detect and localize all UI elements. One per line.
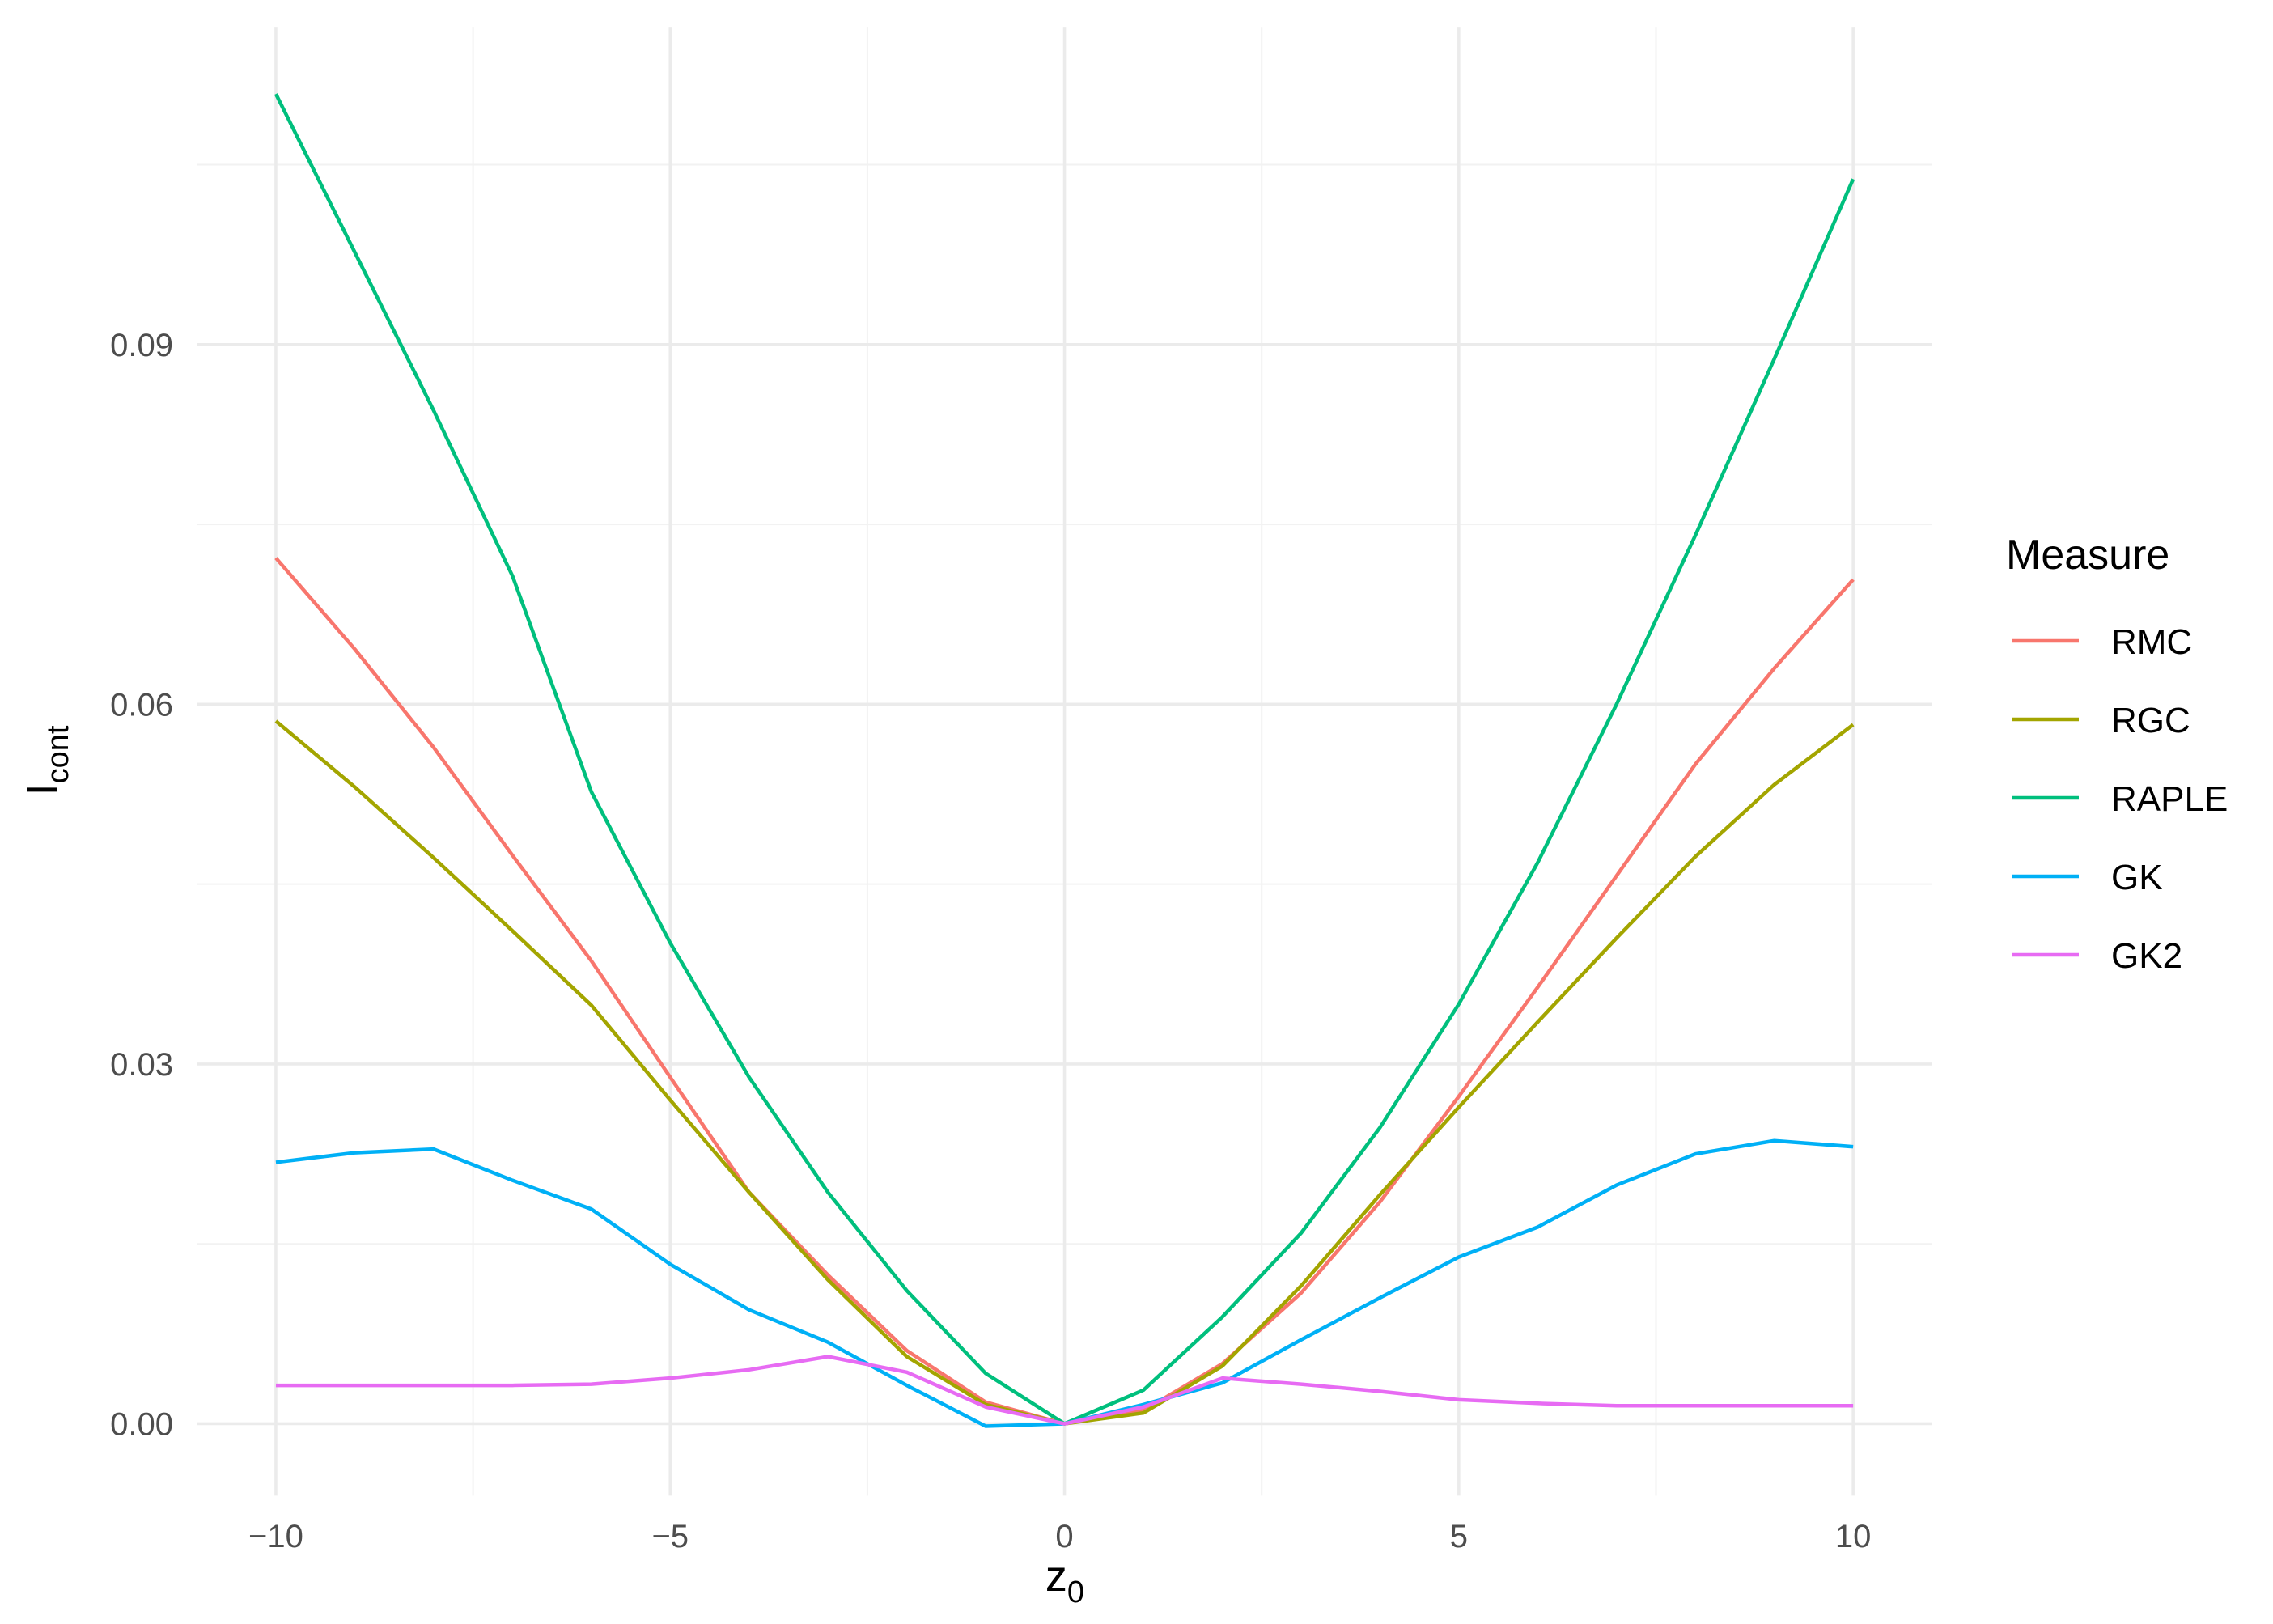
x-axis-title-subscript: 0 xyxy=(1067,1575,1084,1609)
y-axis-title: Icont xyxy=(18,725,75,795)
y-tick-label: 0.09 xyxy=(110,328,173,363)
y-tick-label: 0.00 xyxy=(110,1406,173,1442)
plot-lines xyxy=(274,93,1855,1428)
legend-title: Measure xyxy=(2006,532,2169,579)
x-tick-label: −5 xyxy=(651,1519,689,1554)
x-tick-label: 0 xyxy=(1055,1519,1073,1554)
legend-label: RAPLE xyxy=(2111,779,2228,819)
series-line xyxy=(275,1355,1854,1426)
legend-label: GK xyxy=(2111,858,2163,897)
y-axis-title-subscript: cont xyxy=(41,725,75,783)
grid xyxy=(197,27,1932,1496)
axes: −10 −5 0 5 10 0.00 0.03 0.06 0.09 xyxy=(110,328,1871,1554)
x-axis-title-main: z xyxy=(1045,1552,1067,1601)
x-tick-label: 5 xyxy=(1450,1519,1468,1554)
x-tick-label: 10 xyxy=(1835,1519,1872,1554)
y-axis-title-main: I xyxy=(18,783,66,795)
y-tick-label: 0.06 xyxy=(110,687,173,723)
legend: Measure RMC RGC RAPLE GK GK2 xyxy=(2006,532,2228,976)
x-tick-label: −10 xyxy=(248,1519,303,1554)
legend-label: RMC xyxy=(2111,622,2192,662)
y-tick-label: 0.03 xyxy=(110,1047,173,1083)
legend-label: GK2 xyxy=(2111,936,2182,976)
x-axis-title: z0 xyxy=(1045,1552,1084,1609)
legend-label: RGC xyxy=(2111,701,2190,740)
